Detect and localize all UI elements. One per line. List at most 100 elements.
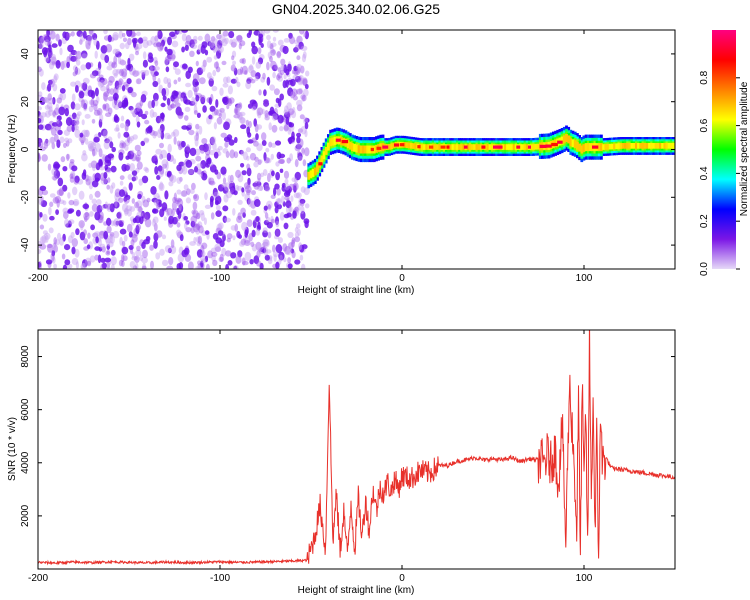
spectrogram-noise-cell [124,144,129,151]
spectrogram-noise-cell [300,126,307,135]
spectrogram-noise-cell [91,118,96,124]
spectrogram-noise-cell [142,51,147,60]
spectrogram-noise-cell [212,187,218,197]
spectrogram-noise-cell [74,128,81,138]
spectrogram-noise-cell [118,78,124,86]
spectrogram-noise-cell [121,68,128,78]
spectrogram-noise-cell [301,94,307,102]
spectrogram-noise-cell [255,216,260,222]
colorbar-tick-label: 0.0 [699,262,710,276]
spectrogram-noise-cell [96,96,100,103]
spectrogram-noise-cell [246,167,252,177]
spectrogram-noise-cell [121,71,127,80]
spectrogram-noise-cell [106,244,111,250]
spectrogram-noise-cell [152,80,159,88]
spectrogram-noise-cell [101,128,108,137]
spectrogram-noise-cell [41,189,49,196]
spectrogram-noise-cell [202,105,207,113]
spectrogram-noise-cell [48,109,54,116]
spectrogram-noise-cell [128,53,135,61]
spectrogram-noise-cell [115,220,120,226]
spectrogram-noise-cell [134,201,140,209]
spectrogram-noise-cell [193,236,197,244]
spectrogram-noise-cell [70,31,75,37]
spectrogram-noise-cell [118,259,124,267]
spectrogram-noise-cell [153,199,159,206]
spectrogram-noise-cell [107,136,113,143]
spectrogram-noise-cell [112,69,119,76]
spectrogram-noise-cell [231,38,238,48]
spectrogram-noise-cell [227,85,233,95]
spectrogram-noise-cell [52,97,56,105]
spectrogram-noise-cell [53,242,57,248]
spectrogram-noise-cell [227,260,233,266]
spectrogram-noise-cell [38,154,41,163]
spectrogram-noise-cell [177,77,181,82]
spectrogram-noise-cell [86,176,93,181]
spectrogram-noise-cell [254,156,259,162]
spectrogram-noise-cell [223,136,231,142]
spectrogram-noise-cell [253,199,261,207]
spectrogram-noise-cell [47,98,54,104]
spectrogram-noise-cell [76,59,81,66]
spectrogram-noise-cell [144,110,149,116]
spectrogram-noise-cell [98,246,103,252]
spectrogram-noise-cell [48,227,54,234]
spectrogram-noise-cell [124,123,129,132]
spectrogram-signal-cell [458,144,461,150]
spectrogram-noise-cell [296,136,301,144]
spectrogram-noise-cell [112,34,119,41]
spectrogram-noise-cell [93,109,101,116]
spectrogram-noise-cell [209,105,216,112]
spectrogram-noise-cell [106,88,111,94]
spectrogram-noise-cell [144,119,150,125]
spectrogram-noise-cell [237,112,243,120]
spectrogram-noise-cell [195,60,199,67]
spectrogram-noise-cell [43,140,49,149]
spectrogram-noise-cell [301,147,305,154]
spectrogram-noise-cell [222,205,229,212]
spectrogram-noise-cell [108,241,114,248]
spectrogram-noise-cell [142,262,147,269]
spectrogram-noise-cell [88,105,94,113]
spectrogram-noise-cell [298,30,305,35]
spectrogram-noise-cell [111,146,116,153]
spectrogram-noise-cell [274,64,279,70]
spectrogram-noise-cell [252,182,258,187]
spectrogram-noise-cell [236,104,243,110]
spectrogram-noise-cell [247,139,254,144]
spectrogram-noise-cell [269,43,274,50]
spectrogram-noise-cell [50,127,57,136]
spectrogram-noise-cell [195,132,199,141]
spectrogram-noise-cell [285,200,292,209]
spectrogram-noise-cell [43,34,49,40]
spectrogram-noise-cell [157,202,163,208]
spectrogram-noise-cell [93,103,98,112]
spectrogram-noise-cell [174,68,181,75]
spectrogram-noise-cell [283,109,288,115]
spectrogram-noise-cell [238,149,244,155]
spectrogram-noise-cell [112,48,119,55]
spectrogram-noise-cell [127,174,133,180]
spectrogram-signal-cell [455,144,459,150]
spectrogram-noise-cell [48,61,55,70]
spectrogram-noise-cell [70,55,77,62]
spectrogram-noise-cell [216,117,223,125]
spectrogram-noise-cell [81,53,88,59]
spectrogram-peak-cell [545,144,552,148]
spectrogram-noise-cell [249,259,254,265]
spectrogram-noise-cell [214,200,219,206]
spectrogram-noise-cell [241,221,248,231]
spectrogram-noise-cell [106,65,113,71]
spectrogram-noise-cell [100,177,108,185]
spectrogram-noise-cell [60,156,66,163]
spectrogram-noise-cell [71,165,78,172]
spectrogram-noise-cell [288,108,295,116]
spectrogram-noise-cell [275,171,280,181]
spectrogram-signal-cell [667,143,671,149]
spectrogram-signal-cell [357,145,361,154]
spectrogram-signal-cell [355,144,359,153]
spectrogram-noise-cell [298,155,303,162]
spectrogram-noise-cell [204,33,211,43]
spectrogram-noise-cell [288,32,293,39]
